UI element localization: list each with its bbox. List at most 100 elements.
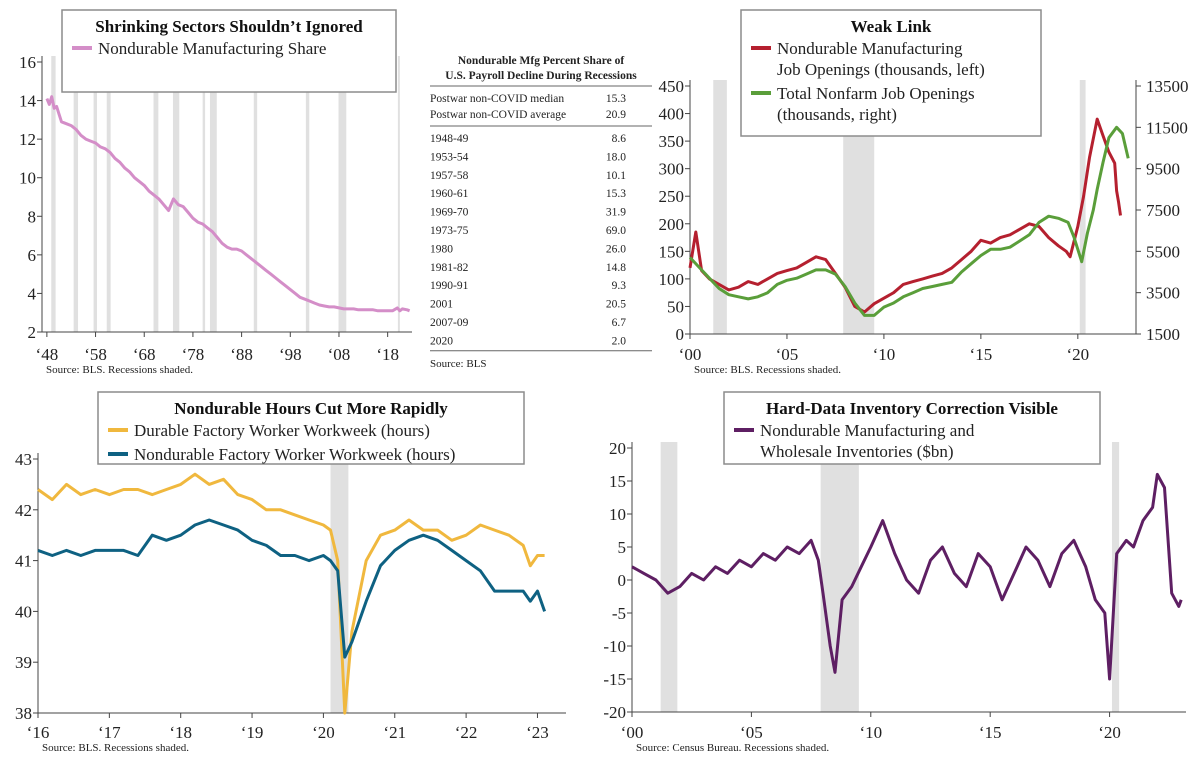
table-row-value: 10.1: [606, 170, 626, 182]
y-tick-label: 10: [609, 505, 626, 524]
table-title: U.S. Payroll Decline During Recessions: [445, 70, 637, 82]
x-tick-label: ‘20: [1098, 723, 1121, 742]
table-row-value: 8.6: [612, 133, 627, 145]
source-note: Source: BLS. Recessions shaded.: [42, 742, 189, 754]
table-row-value: 20.5: [606, 299, 626, 311]
x-tick-label: ‘22: [455, 723, 478, 742]
series-line-1: [37, 472, 545, 715]
chart-weak-link: 0 50 100 150 200 250 300 350 400 450 1500 3500 5500 7…: [659, 9, 1189, 376]
x-tick-label: ‘15: [970, 345, 993, 364]
source-note: Source: BLS. Recessions shaded.: [694, 364, 841, 376]
recession-band: [106, 56, 111, 332]
y-tick-label: 38: [15, 704, 32, 723]
recession-band: [713, 80, 727, 334]
series-line-2: [688, 125, 1130, 317]
y-tick-label: -10: [603, 637, 626, 656]
y-tick-label: -15: [603, 670, 626, 689]
recession-band: [660, 442, 678, 712]
table-row-value: 18.0: [606, 151, 626, 163]
y-tick-label: 41: [15, 552, 32, 571]
table-row-value: 26.0: [606, 243, 626, 255]
y-tick-label: 250: [659, 187, 685, 206]
table-summary-value: 20.9: [606, 109, 626, 121]
y-tick-label: 12: [19, 130, 36, 149]
table-summary-value: 15.3: [606, 93, 626, 105]
series-line-2: [37, 518, 547, 659]
x-tick-label: ‘78: [182, 345, 205, 364]
y-tick-label: 42: [15, 501, 32, 520]
table-row-value: 69.0: [606, 225, 626, 237]
y-tick-label-right: 7500: [1146, 201, 1180, 220]
y-tick-label: 40: [15, 602, 32, 621]
legend-label: Total Nonfarm Job Openings (thousands, ri…: [777, 84, 975, 124]
y-tick-label: 2: [28, 323, 37, 342]
table-row-label: 1990-91: [430, 280, 469, 292]
chart-hours-cut: 38 39 40 41 42 43 ‘16 ‘17 ‘18 ‘19 ‘20 ‘21 ‘22 ‘23 Nond…: [15, 391, 566, 754]
table-row-label: 1969-70: [430, 207, 469, 219]
legend-label: Nondurable Manufacturing and Wholesale In…: [760, 421, 975, 461]
chart-inventory-correction: -20 -15 -10 -5 0 5 10 15 20 ‘00 ‘05 ‘10 ‘15 ‘20 Hard-D…: [603, 391, 1186, 754]
x-tick-label: ‘10: [873, 345, 896, 364]
table-row-value: 15.3: [606, 188, 626, 200]
y-tick-label: 4: [28, 284, 37, 303]
x-tick-label: ‘88: [230, 345, 253, 364]
y-tick-label: 50: [667, 297, 684, 316]
x-tick-label: ‘05: [776, 345, 799, 364]
table-row-label: 1948-49: [430, 133, 469, 145]
table-summary-label: Postwar non-COVID average: [430, 109, 566, 121]
y-tick-label: -20: [603, 703, 626, 722]
y-tick-label: 5: [618, 538, 627, 557]
y-tick-label-right: 13500: [1146, 77, 1189, 96]
table-row-label: 1953-54: [430, 151, 469, 163]
legend-box: [61, 9, 397, 93]
y-tick-label: 150: [659, 242, 685, 261]
recession-decline-table: Nondurable Mfg Percent Share of U.S. Payr…: [430, 55, 652, 370]
x-tick-label: ‘18: [169, 723, 192, 742]
recession-band: [253, 56, 258, 332]
table-row-label: 1957-58: [430, 170, 469, 182]
y-tick-label: 8: [28, 207, 37, 226]
y-tick-label: 10: [19, 169, 36, 188]
y-tick-label: 43: [15, 450, 32, 469]
recession-band: [172, 56, 180, 332]
source-note: Source: Census Bureau. Recessions shaded…: [636, 742, 829, 754]
x-tick-label: ‘10: [859, 723, 882, 742]
table-row-value: 31.9: [606, 207, 626, 219]
x-tick-label: ‘58: [84, 345, 107, 364]
chart-nondurable-share: 2 4 6 8 10 12 14 16 ‘48 ‘58 ‘68 ‘78 ‘88 ‘98 ‘08 ‘18 Shri…: [19, 9, 412, 376]
y-tick-label: 15: [609, 472, 626, 491]
table-row-label: 1980: [430, 243, 453, 255]
chart-title: Weak Link: [851, 17, 932, 36]
legend-label: Nondurable Factory Worker Workweek (hour…: [134, 445, 455, 464]
x-tick-label: ‘20: [1066, 345, 1089, 364]
series-line-1: [631, 472, 1183, 681]
y-tick-label-right: 1500: [1146, 325, 1180, 344]
table-row-label: 2007-09: [430, 317, 469, 329]
x-tick-label: ‘05: [740, 723, 763, 742]
recession-band: [51, 56, 56, 332]
table-title: Nondurable Mfg Percent Share of: [458, 55, 624, 67]
x-tick-label: ‘00: [621, 723, 644, 742]
table-row-value: 9.3: [612, 280, 627, 292]
table-row-label: 1973-75: [430, 225, 469, 237]
table-row-value: 2.0: [612, 335, 627, 347]
recession-band: [338, 56, 347, 332]
table-source: Source: BLS: [430, 358, 487, 370]
chart-title: Shrinking Sectors Shouldn’t Ignored: [95, 17, 363, 36]
legend-label: Durable Factory Worker Workweek (hours): [134, 421, 430, 440]
chart-title: Nondurable Hours Cut More Rapidly: [174, 399, 448, 418]
legend-box: [97, 391, 525, 465]
y-tick-label: -5: [612, 604, 626, 623]
y-tick-label: 14: [19, 92, 37, 111]
y-tick-label: 20: [609, 439, 626, 458]
x-tick-label: ‘15: [979, 723, 1002, 742]
x-tick-label: ‘48: [36, 345, 59, 364]
recession-band: [153, 56, 159, 332]
table-row-value: 14.8: [606, 262, 626, 274]
y-tick-label: 200: [659, 215, 685, 234]
y-tick-label: 450: [659, 77, 685, 96]
x-tick-label: ‘23: [526, 723, 549, 742]
y-tick-label: 300: [659, 160, 685, 179]
table-summary-label: Postwar non-COVID median: [430, 93, 564, 105]
